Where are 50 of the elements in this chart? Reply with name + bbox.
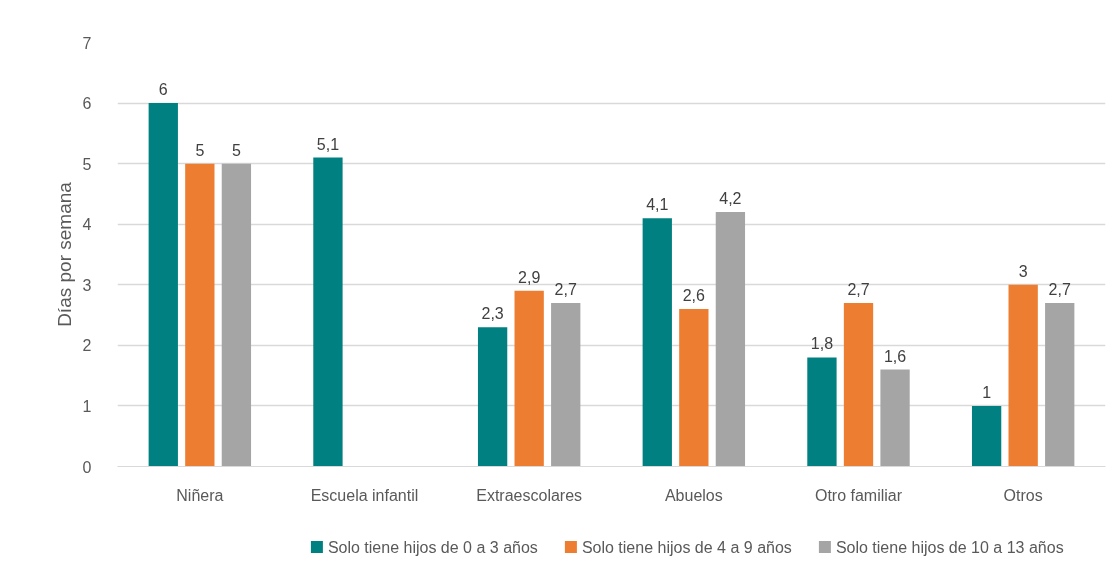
data-label: 5 <box>195 141 205 159</box>
legend-label: Solo tiene hijos de 4 a 9 años <box>581 538 792 556</box>
y-tick-label: 0 <box>82 458 92 476</box>
legend-label: Solo tiene hijos de 0 a 3 años <box>327 538 538 556</box>
bar <box>148 103 178 467</box>
y-tick-label: 4 <box>82 216 92 234</box>
data-label: 2,7 <box>847 280 870 298</box>
bar <box>1008 284 1038 467</box>
x-tick-label: Escuela infantil <box>310 486 419 504</box>
bar <box>313 157 343 467</box>
data-label: 2,6 <box>682 287 706 305</box>
bar <box>1045 302 1075 467</box>
y-axis-title: Días por semana <box>53 181 75 327</box>
bar <box>971 405 1002 467</box>
data-label: 2,3 <box>481 305 504 323</box>
x-tick-label: Abuelos <box>664 486 723 504</box>
data-label: 1,8 <box>810 335 834 353</box>
bar <box>642 218 672 467</box>
data-label: 1 <box>982 383 992 401</box>
x-tick-label: Otros <box>1003 486 1043 504</box>
x-tick-label: Niñera <box>176 486 224 504</box>
data-label: 2,9 <box>518 268 541 286</box>
y-tick-label: 6 <box>82 95 92 113</box>
data-label: 6 <box>158 81 168 99</box>
x-tick-label: Otro familiar <box>814 486 903 504</box>
legend-label: Solo tiene hijos de 10 a 13 años <box>835 538 1064 556</box>
bar <box>221 163 252 467</box>
x-tick-label: Extraescolares <box>476 486 583 504</box>
bar <box>551 302 581 467</box>
bar <box>715 212 746 467</box>
data-label: 5 <box>231 141 241 159</box>
data-label: 5,1 <box>316 135 340 153</box>
y-tick-label: 3 <box>82 276 92 294</box>
y-tick-label: 1 <box>82 397 92 415</box>
bar <box>880 369 910 467</box>
bar <box>679 309 709 467</box>
data-label: 4,1 <box>646 196 669 214</box>
data-label: 1,6 <box>883 347 907 365</box>
data-label: 2,7 <box>1048 280 1071 298</box>
data-label: 2,7 <box>554 280 577 298</box>
bar <box>843 302 874 467</box>
data-label: 3 <box>1018 262 1028 280</box>
bar <box>514 290 544 467</box>
y-tick-label: 7 <box>82 34 92 52</box>
data-label: 4,2 <box>719 190 742 208</box>
bar <box>185 163 215 467</box>
bar <box>807 357 837 467</box>
y-tick-label: 2 <box>82 337 92 355</box>
y-tick-label: 5 <box>82 155 92 173</box>
bar <box>477 327 508 467</box>
